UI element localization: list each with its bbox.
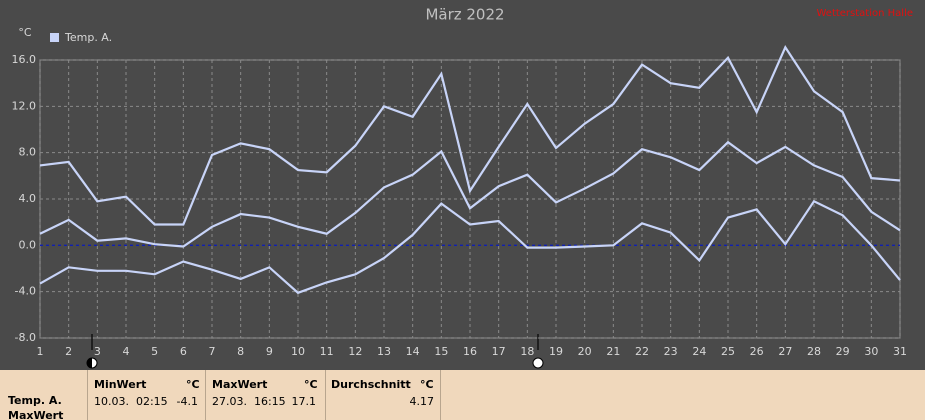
station-name: Wetterstation Halle (816, 8, 913, 19)
col-unit: °C (186, 378, 200, 391)
x-tick-label: 14 (406, 345, 420, 358)
x-tick-label: 9 (266, 345, 273, 358)
x-tick-label: 26 (750, 345, 764, 358)
y-unit: °C (18, 26, 32, 39)
x-tick-label: 18 (520, 345, 534, 358)
x-tick-label: 12 (348, 345, 362, 358)
y-tick-label: 0.0 (19, 238, 37, 251)
legend-label: Temp. A. (64, 31, 112, 44)
x-tick-label: 3 (94, 345, 101, 358)
x-tick-label: 13 (377, 345, 391, 358)
data-line (39, 44, 901, 226)
separator (87, 370, 88, 420)
x-tick-label: 21 (606, 345, 620, 358)
y-tick-label: 12.0 (12, 99, 37, 112)
moon-icon (532, 357, 544, 369)
x-tick-label: 10 (291, 345, 305, 358)
x-tick-label: 17 (492, 345, 506, 358)
col-header: Durchschnitt (331, 378, 411, 391)
max-value: 17.1 (291, 395, 317, 408)
x-tick-label: 25 (721, 345, 735, 358)
stats-table: Temp. A. MaxWert MinWert °C 10.03. 02:15… (0, 370, 925, 420)
x-tick-label: 2 (65, 345, 72, 358)
x-tick-label: 22 (635, 345, 649, 358)
data-line (39, 140, 901, 248)
x-tick-label: 15 (434, 345, 448, 358)
y-tick-label: 4.0 (19, 192, 37, 205)
x-tick-label: 6 (180, 345, 187, 358)
separator (440, 370, 441, 420)
separator (325, 370, 326, 420)
row-label: Temp. A. (8, 394, 62, 407)
x-tick-label: 27 (778, 345, 792, 358)
chart-title: März 2022 (425, 6, 504, 24)
col-unit: °C (304, 378, 318, 391)
avg-value: 4.17 (409, 395, 435, 408)
min-time: 10.03. 02:15 (94, 395, 168, 408)
x-tick-label: 11 (320, 345, 334, 358)
col-header: MaxWert (212, 378, 268, 391)
x-tick-label: 16 (463, 345, 477, 358)
x-tick-label: 1 (37, 345, 44, 358)
x-tick-label: 5 (151, 345, 158, 358)
y-tick-label: 8.0 (19, 146, 37, 159)
max-time: 27.03. 16:15 (212, 395, 286, 408)
y-tick-label: -8.0 (15, 331, 36, 344)
separator (205, 370, 206, 420)
legend-swatch (50, 33, 59, 42)
chart: März 2022 Wetterstation Halle °C Temp. A… (12, 6, 913, 369)
x-tick-label: 23 (664, 345, 678, 358)
min-value: -4.1 (176, 395, 198, 408)
x-tick-label: 29 (836, 345, 850, 358)
x-tick-label: 28 (807, 345, 821, 358)
x-tick-label: 31 (893, 345, 907, 358)
x-tick-label: 4 (123, 345, 130, 358)
col-unit: °C (420, 378, 434, 391)
x-tick-label: 7 (209, 345, 216, 358)
y-tick-label: -4.0 (15, 285, 36, 298)
x-tick-label: 19 (549, 345, 563, 358)
data-line (39, 199, 901, 295)
x-tick-label: 8 (237, 345, 244, 358)
x-tick-label: 24 (692, 345, 706, 358)
moon-shade (87, 358, 92, 368)
y-tick-label: 16.0 (12, 53, 37, 66)
x-tick-label: 20 (578, 345, 592, 358)
x-tick-label: 30 (864, 345, 878, 358)
row-label: MaxWert (8, 409, 64, 420)
col-header: MinWert (94, 378, 147, 391)
